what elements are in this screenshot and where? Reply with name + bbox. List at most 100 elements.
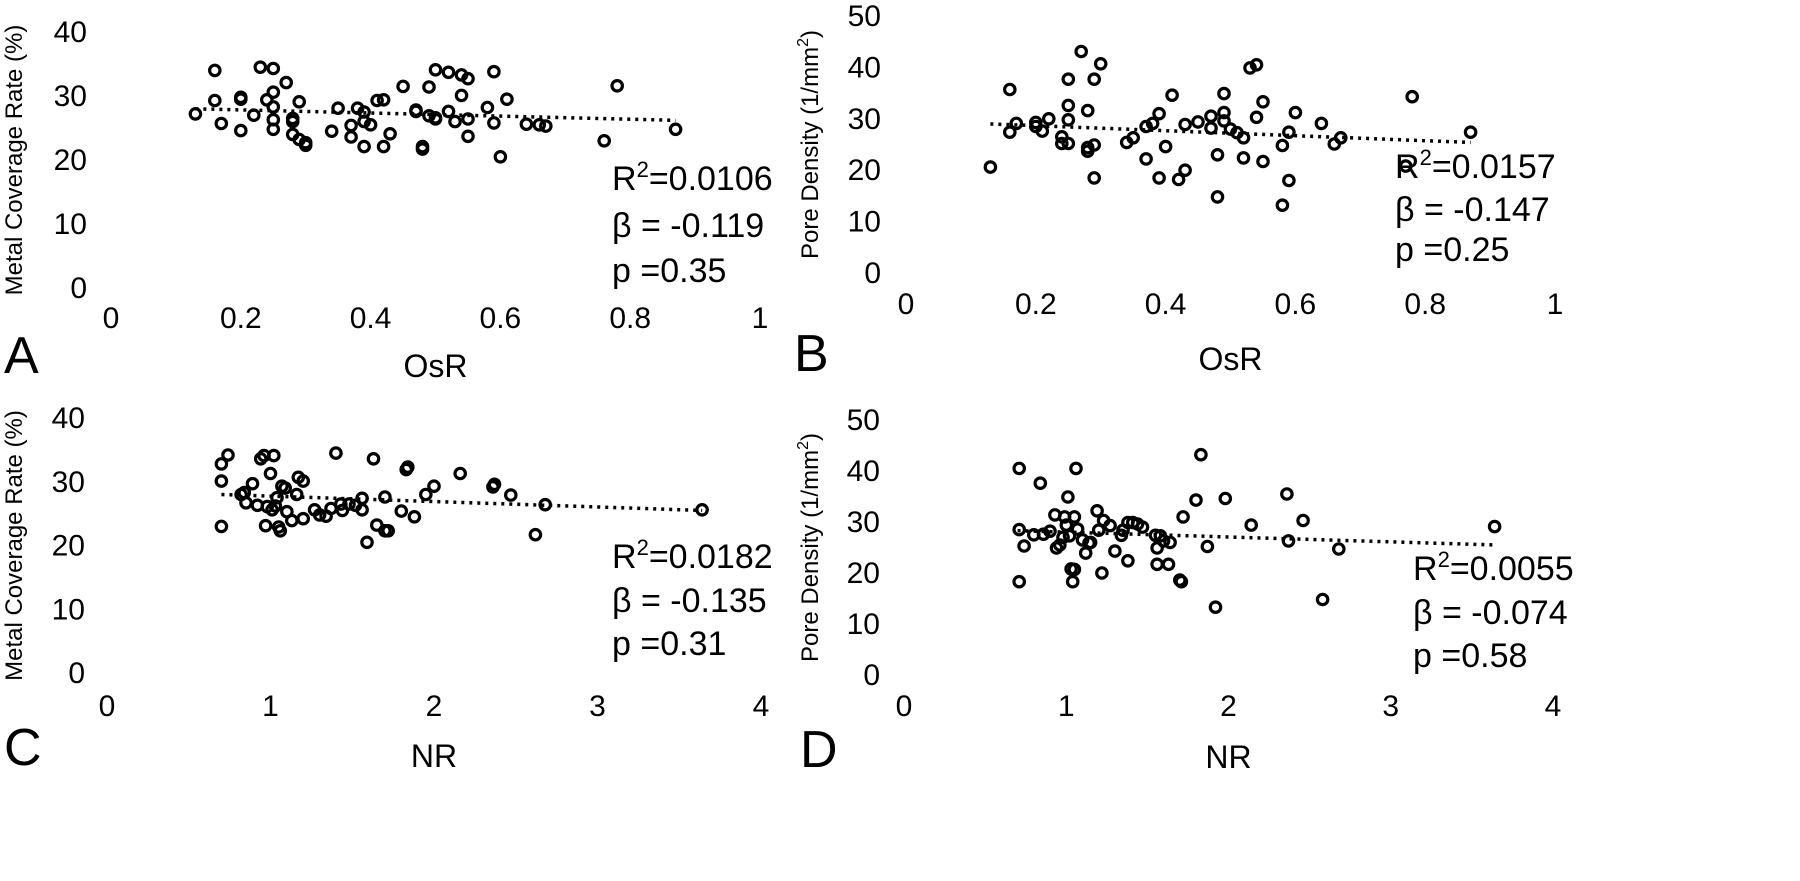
panel-b-x-tick-label: 0.4 — [1145, 288, 1187, 321]
panel-a-data-point — [422, 80, 436, 94]
panel-d-data-point — [1194, 447, 1208, 462]
panel-b-data-point — [1061, 98, 1076, 113]
panel-b-data-point — [1275, 198, 1290, 212]
panel-a-data-point — [324, 124, 339, 138]
panel-c-data-point — [296, 511, 310, 526]
panel-b-data-point — [1210, 190, 1225, 204]
panel-b-data-point — [1152, 171, 1166, 185]
panel-a-data-point — [357, 114, 371, 129]
panel-d-data-point — [1332, 542, 1346, 556]
panel-d-data-point — [1067, 510, 1082, 524]
panel-b-data-point — [1035, 124, 1050, 138]
panel-b-data-point — [1158, 139, 1173, 154]
panel-a-data-point — [285, 114, 300, 129]
panel-b-letter: B — [794, 325, 829, 383]
panel-a-data-point — [344, 118, 358, 133]
panel-b-data-point — [1398, 159, 1413, 173]
panel-c-data-point — [312, 508, 327, 522]
panel-d-r-squared: R2=0.0055 — [1413, 547, 1574, 588]
panel-d-data-point — [1150, 557, 1164, 572]
panel-b-data-point — [1002, 125, 1017, 139]
panel-c-data-point — [418, 487, 433, 502]
panel-a-data-point — [409, 104, 423, 119]
panel-d-data-point — [1090, 503, 1104, 518]
panel-a-data-point — [383, 127, 397, 141]
panel-d-data-point — [1296, 513, 1310, 528]
panel-d-y-tick-label: 40 — [847, 455, 880, 488]
panel-d-data-point — [1103, 518, 1117, 533]
panel-a-data-point — [266, 61, 281, 76]
panel-a-data-point — [292, 95, 306, 109]
panel-a-data-point — [487, 64, 501, 79]
panel-d-y-axis-label-sup: 2 — [795, 441, 812, 450]
panel-a-data-point — [208, 63, 222, 78]
panel-c-data-point — [329, 446, 343, 460]
panel-a-x-tick-label: 0.6 — [480, 302, 522, 335]
panel-d-data-point — [1244, 518, 1258, 532]
panel-b-data-point — [1282, 173, 1296, 188]
panel-d-data-point — [1043, 524, 1057, 538]
panel-a-y-tick-label: 40 — [54, 16, 87, 49]
panel-c-data-point — [538, 497, 552, 512]
panel-d-data-point — [1176, 510, 1190, 524]
panel-b-data-point — [1217, 105, 1231, 120]
panel-a-r-squared: R2=0.0106 — [612, 157, 773, 198]
panel-b-data-point — [1204, 121, 1218, 135]
panel-a-data-point — [461, 71, 475, 86]
panel-d-data-point — [1069, 461, 1083, 476]
panel-a-data-point — [493, 150, 508, 164]
panel-b-data-point — [1210, 148, 1225, 162]
panel-b-data-point — [1152, 106, 1166, 121]
panel-a-r-squared-prefix: R — [612, 160, 637, 198]
panel-d-y-tick-label: 20 — [847, 557, 880, 590]
panel-d-y-tick-label: 30 — [847, 506, 880, 539]
panel-d-data-point — [1208, 600, 1223, 614]
panel-a-beta: β = -0.119 — [612, 207, 764, 245]
panel-b-r-squared: R2=0.0157 — [1395, 145, 1556, 186]
panel-b-y-tick-label: 50 — [848, 0, 881, 33]
panel-b-r-squared-sup: 2 — [1420, 145, 1432, 170]
panel-b-data-point — [1243, 61, 1257, 75]
panel-d-x-tick-label: 1 — [1058, 690, 1075, 723]
panel-a-data-point — [610, 79, 624, 93]
panel-d-data-point — [1218, 491, 1233, 506]
panel-c: 0 10 20 30 40 0 1 2 3 4 NR Metal Coverage Rate (%) C… — [1, 402, 773, 777]
panel-c-r-squared-prefix: R — [612, 538, 637, 576]
panel-b-data-point — [1165, 88, 1179, 102]
panel-d-data-point — [1315, 592, 1330, 607]
panel-b-data-point — [1178, 163, 1192, 177]
panel-c-data-point — [378, 490, 392, 504]
panel-c-data-point — [221, 448, 235, 462]
panel-b-data-point — [1139, 152, 1153, 166]
panel-d-x-axis-label: NR — [1205, 739, 1251, 775]
panel-d-y-axis-label-text: Pore Density (1/mm — [797, 450, 824, 662]
panel-a-data-point — [344, 130, 358, 144]
panel-c-x-tick-label: 3 — [589, 690, 606, 723]
panel-a-x-tick-label: 0.2 — [220, 302, 262, 335]
panel-c-r-squared-value: =0.0182 — [649, 538, 773, 576]
panel-b-data-point — [1145, 116, 1160, 131]
panel-d-y-axis-label: Pore Density (1/mm2) — [795, 433, 824, 662]
panel-b-data-point — [1009, 116, 1024, 131]
panel-b-y-tick-label: 0 — [864, 257, 881, 290]
panel-a-data-point — [331, 101, 345, 115]
panel-a-data-point — [266, 100, 281, 114]
panel-c-data-point — [400, 460, 415, 474]
panel-d-data-point — [1135, 520, 1150, 534]
panel-b-data-point — [1275, 138, 1290, 153]
panel-c-x-tick-label: 2 — [426, 690, 443, 723]
panel-d-p-value: p =0.58 — [1413, 637, 1527, 675]
panel-a-data-point — [422, 109, 436, 123]
panel-b-data-point — [1405, 89, 1419, 104]
panel-a-data-point — [247, 108, 261, 122]
panel-b-y-axis-label-sup: 2 — [795, 38, 812, 47]
panel-b-data-point — [1256, 154, 1270, 169]
panel-a-data-point — [532, 118, 547, 132]
panel-d-data-point — [1095, 566, 1109, 580]
panel-c-data-point — [214, 474, 229, 488]
panel-c-data-point — [289, 487, 304, 502]
panel-b-data-point — [1282, 125, 1296, 139]
panel-b-data-point — [1217, 114, 1231, 128]
panel-d-data-point — [1108, 544, 1122, 558]
